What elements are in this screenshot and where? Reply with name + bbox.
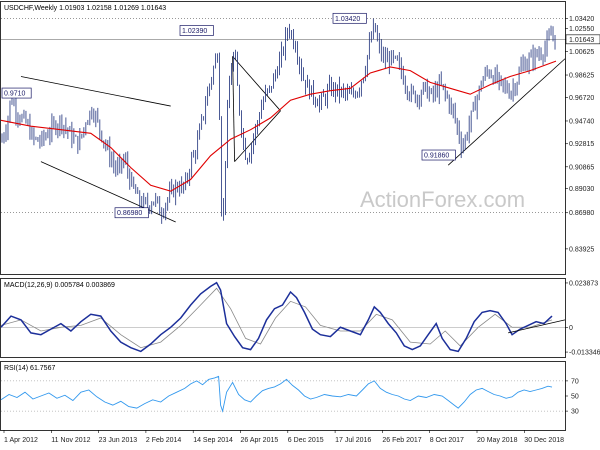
annotation-box xyxy=(332,12,367,24)
price-y-tick-label: 0.90865 xyxy=(569,164,594,171)
price-trendline xyxy=(234,110,281,162)
rsi-line xyxy=(0,375,553,413)
macd-y-tick-label: 0.023873 xyxy=(569,280,598,287)
x-tick-label: 20 May 2018 xyxy=(477,437,518,444)
price-y-tick-label: 0.96720 xyxy=(569,95,594,102)
x-tick-label: 26 Apr 2015 xyxy=(241,437,279,444)
price-y-tick-label: 0.98625 xyxy=(569,73,594,80)
price-y-tick-label: 1.00625 xyxy=(569,49,594,56)
macd-y-tick-label: -0.013346 xyxy=(569,350,600,357)
macd-y-tick-label: 0 xyxy=(569,325,573,332)
price-y-tick-label: 0.83925 xyxy=(569,246,594,253)
price-trendline xyxy=(447,58,566,166)
price-y-tick-label: 0.94740 xyxy=(569,118,594,125)
x-tick-label: 30 Dec 2018 xyxy=(524,437,564,444)
price-y-tick-label: 0.89030 xyxy=(569,186,594,193)
price-y-tick-label: 1.03420 xyxy=(569,16,594,23)
rsi-axis: 70 50 30 xyxy=(565,378,579,416)
rsi-panel-frame xyxy=(0,361,566,431)
price-header: USDCHF,Weekly 1.01903 1.02158 1.01269 1.… xyxy=(4,5,166,12)
price-axis: 0.83925 0.86980 0.89030 0.90865 0.92815 0.947… xyxy=(565,16,600,253)
price-y-tick-label: 0.86980 xyxy=(569,210,594,217)
annotation-box xyxy=(114,207,149,219)
x-tick-label: 8 Oct 2017 xyxy=(430,437,464,444)
rsi-y-tick-label: 50 xyxy=(571,394,579,401)
rsi-header: RSI(14) 61.7567 xyxy=(4,365,55,372)
x-tick-label: 1 Apr 2012 xyxy=(4,437,38,444)
x-tick-label: 14 Sep 2014 xyxy=(193,437,233,444)
x-tick-label: 26 Feb 2017 xyxy=(382,437,421,444)
price-trendlines xyxy=(20,56,566,223)
x-tick-label: 17 Jul 2016 xyxy=(335,437,371,444)
price-panel-frame xyxy=(0,1,566,275)
price-trendline xyxy=(20,76,171,107)
macd-axis: 0.023873 0 -0.013346 xyxy=(565,280,600,357)
annotation-box xyxy=(1,87,32,99)
moving-average-line xyxy=(0,60,557,192)
x-tick-label: 6 Dec 2015 xyxy=(288,437,324,444)
x-tick-label: 23 Jun 2013 xyxy=(99,437,138,444)
annotation-label: 0.86980 xyxy=(117,210,142,217)
annotation-label: 0.91860 xyxy=(424,153,449,160)
annotation-label: 1.02390 xyxy=(182,28,207,35)
price-trendline xyxy=(40,161,176,223)
last-price-box xyxy=(565,34,600,45)
macd-panel-frame xyxy=(0,278,566,358)
price-trendline xyxy=(232,56,281,112)
price-y-tick-label: 0.92815 xyxy=(569,141,594,148)
macd-header: MACD(12,26,9) 0.005784 0.003869 xyxy=(4,282,115,289)
watermark: ActionForex.com xyxy=(360,187,525,212)
annotation-box xyxy=(179,25,214,36)
macd-series xyxy=(0,281,566,353)
x-tick-label: 11 Nov 2012 xyxy=(51,437,90,444)
price-y-tick-label: 1.01643 xyxy=(569,37,594,44)
annotation-label: 1.03420 xyxy=(335,16,360,23)
x-tick-label: 2 Feb 2014 xyxy=(146,437,182,444)
macd-line xyxy=(0,281,553,353)
rsi-y-tick-label: 30 xyxy=(571,409,579,416)
annotation-box xyxy=(421,149,456,161)
price-y-tick-label: 1.02550 xyxy=(569,26,594,33)
price-annotations: 0.9710 1.02390 1.03420 0.86980 0.91860 xyxy=(1,12,456,219)
x-axis: 1 Apr 2012 11 Nov 2012 23 Jun 2013 2 Feb 20… xyxy=(3,430,564,444)
rsi-series xyxy=(0,375,565,413)
price-gridlines xyxy=(1,18,565,213)
price-trendline xyxy=(232,56,235,162)
rsi-y-tick-label: 70 xyxy=(571,378,579,385)
price-series xyxy=(0,18,557,224)
annotation-label: 0.9710 xyxy=(4,91,26,98)
macd-trendline xyxy=(508,319,566,334)
